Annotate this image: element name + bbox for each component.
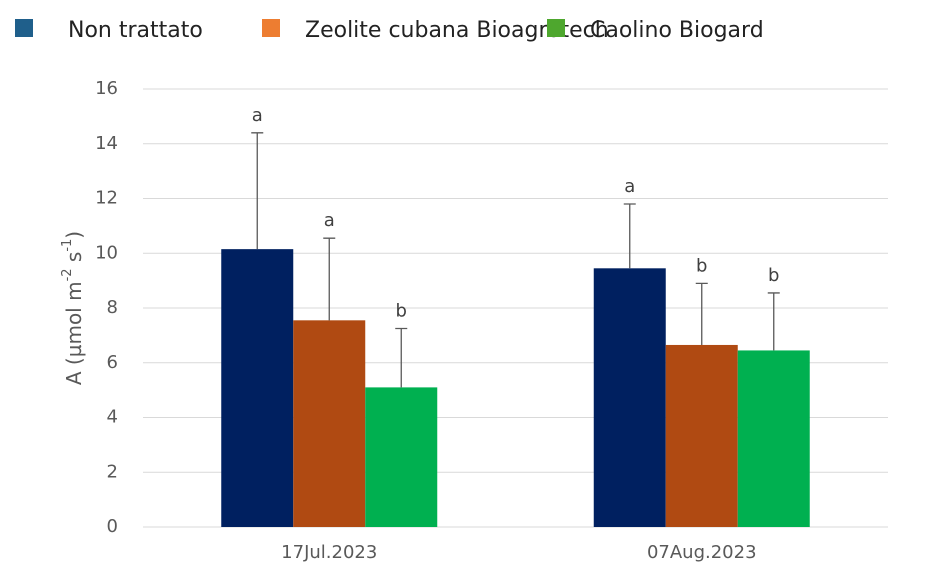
bar [365, 387, 438, 527]
legend-swatch [15, 19, 33, 37]
significance-letter: a [624, 176, 635, 197]
y-tick-label: 8 [107, 297, 118, 318]
y-label-sup: -1 [60, 239, 75, 252]
significance-letter: b [696, 255, 707, 276]
error-bar [623, 203, 636, 269]
x-tick-label: 07Aug.2023 [647, 542, 757, 563]
significance-letter: b [768, 265, 779, 286]
bar [593, 268, 666, 527]
y-label-part: ) [62, 231, 86, 239]
error-bar [251, 132, 264, 250]
y-label-part: A (µmol m [62, 281, 86, 385]
y-tick-label: 4 [107, 407, 118, 428]
error-bar [395, 327, 408, 388]
y-tick-label: 10 [95, 242, 118, 263]
legend-swatch [547, 19, 565, 37]
legend-label: Non trattato [68, 18, 203, 43]
significance-letter: a [324, 210, 335, 231]
y-tick-label: 12 [95, 188, 118, 209]
y-tick-label: 16 [95, 78, 118, 99]
y-tick-label: 6 [107, 352, 118, 373]
legend-label: Caolino Biogard [590, 18, 764, 43]
bar [221, 249, 294, 528]
y-tick-label: 14 [95, 133, 118, 154]
y-label-part: s [62, 252, 86, 269]
error-bar [767, 292, 780, 351]
significance-letter: b [396, 301, 407, 322]
significance-letter: a [252, 105, 263, 126]
y-tick-label: 0 [107, 516, 118, 537]
y-tick-label: 2 [107, 461, 118, 482]
bar [665, 344, 738, 527]
legend-swatch [262, 19, 280, 37]
bar [737, 350, 810, 527]
x-tick-label: 17Jul.2023 [281, 542, 377, 563]
y-label-sup: -2 [60, 268, 75, 281]
error-bar [323, 237, 336, 321]
error-bar [695, 282, 708, 345]
y-axis-label: A (µmol m-2 s-1) [60, 231, 86, 385]
bar [293, 320, 366, 527]
